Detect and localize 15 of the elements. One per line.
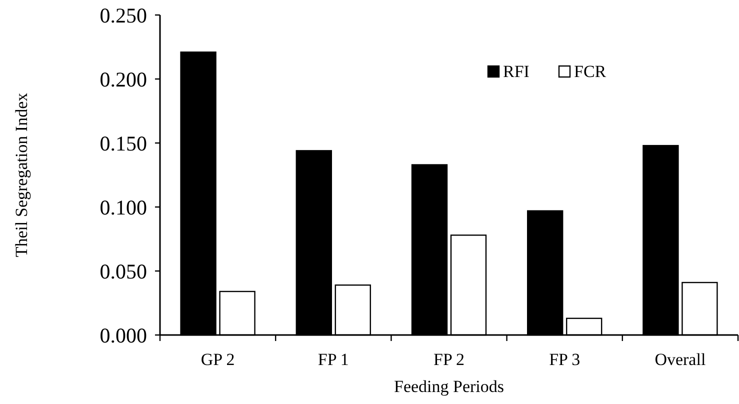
y-tick-label: 0.200	[100, 67, 147, 92]
y-axis-title: Theil Segregation Index	[12, 92, 31, 258]
y-tick-label: 0.150	[100, 131, 147, 156]
y-tick-label: 0.050	[100, 259, 147, 284]
x-tick-label: FP 3	[549, 350, 580, 369]
x-tick-label: FP 2	[433, 350, 465, 369]
x-axis-title: Feeding Periods	[394, 377, 504, 396]
y-tick-label: 0.000	[100, 323, 147, 348]
x-tick-label: GP 2	[200, 350, 235, 369]
x-tick-label: FP 1	[318, 350, 349, 369]
x-tick-label: Overall	[654, 350, 706, 369]
y-tick-label: 0.100	[100, 195, 147, 220]
legend-label: FCR	[574, 62, 607, 81]
legend-label: RFI	[503, 62, 530, 81]
y-tick-label: 0.250	[100, 3, 147, 28]
